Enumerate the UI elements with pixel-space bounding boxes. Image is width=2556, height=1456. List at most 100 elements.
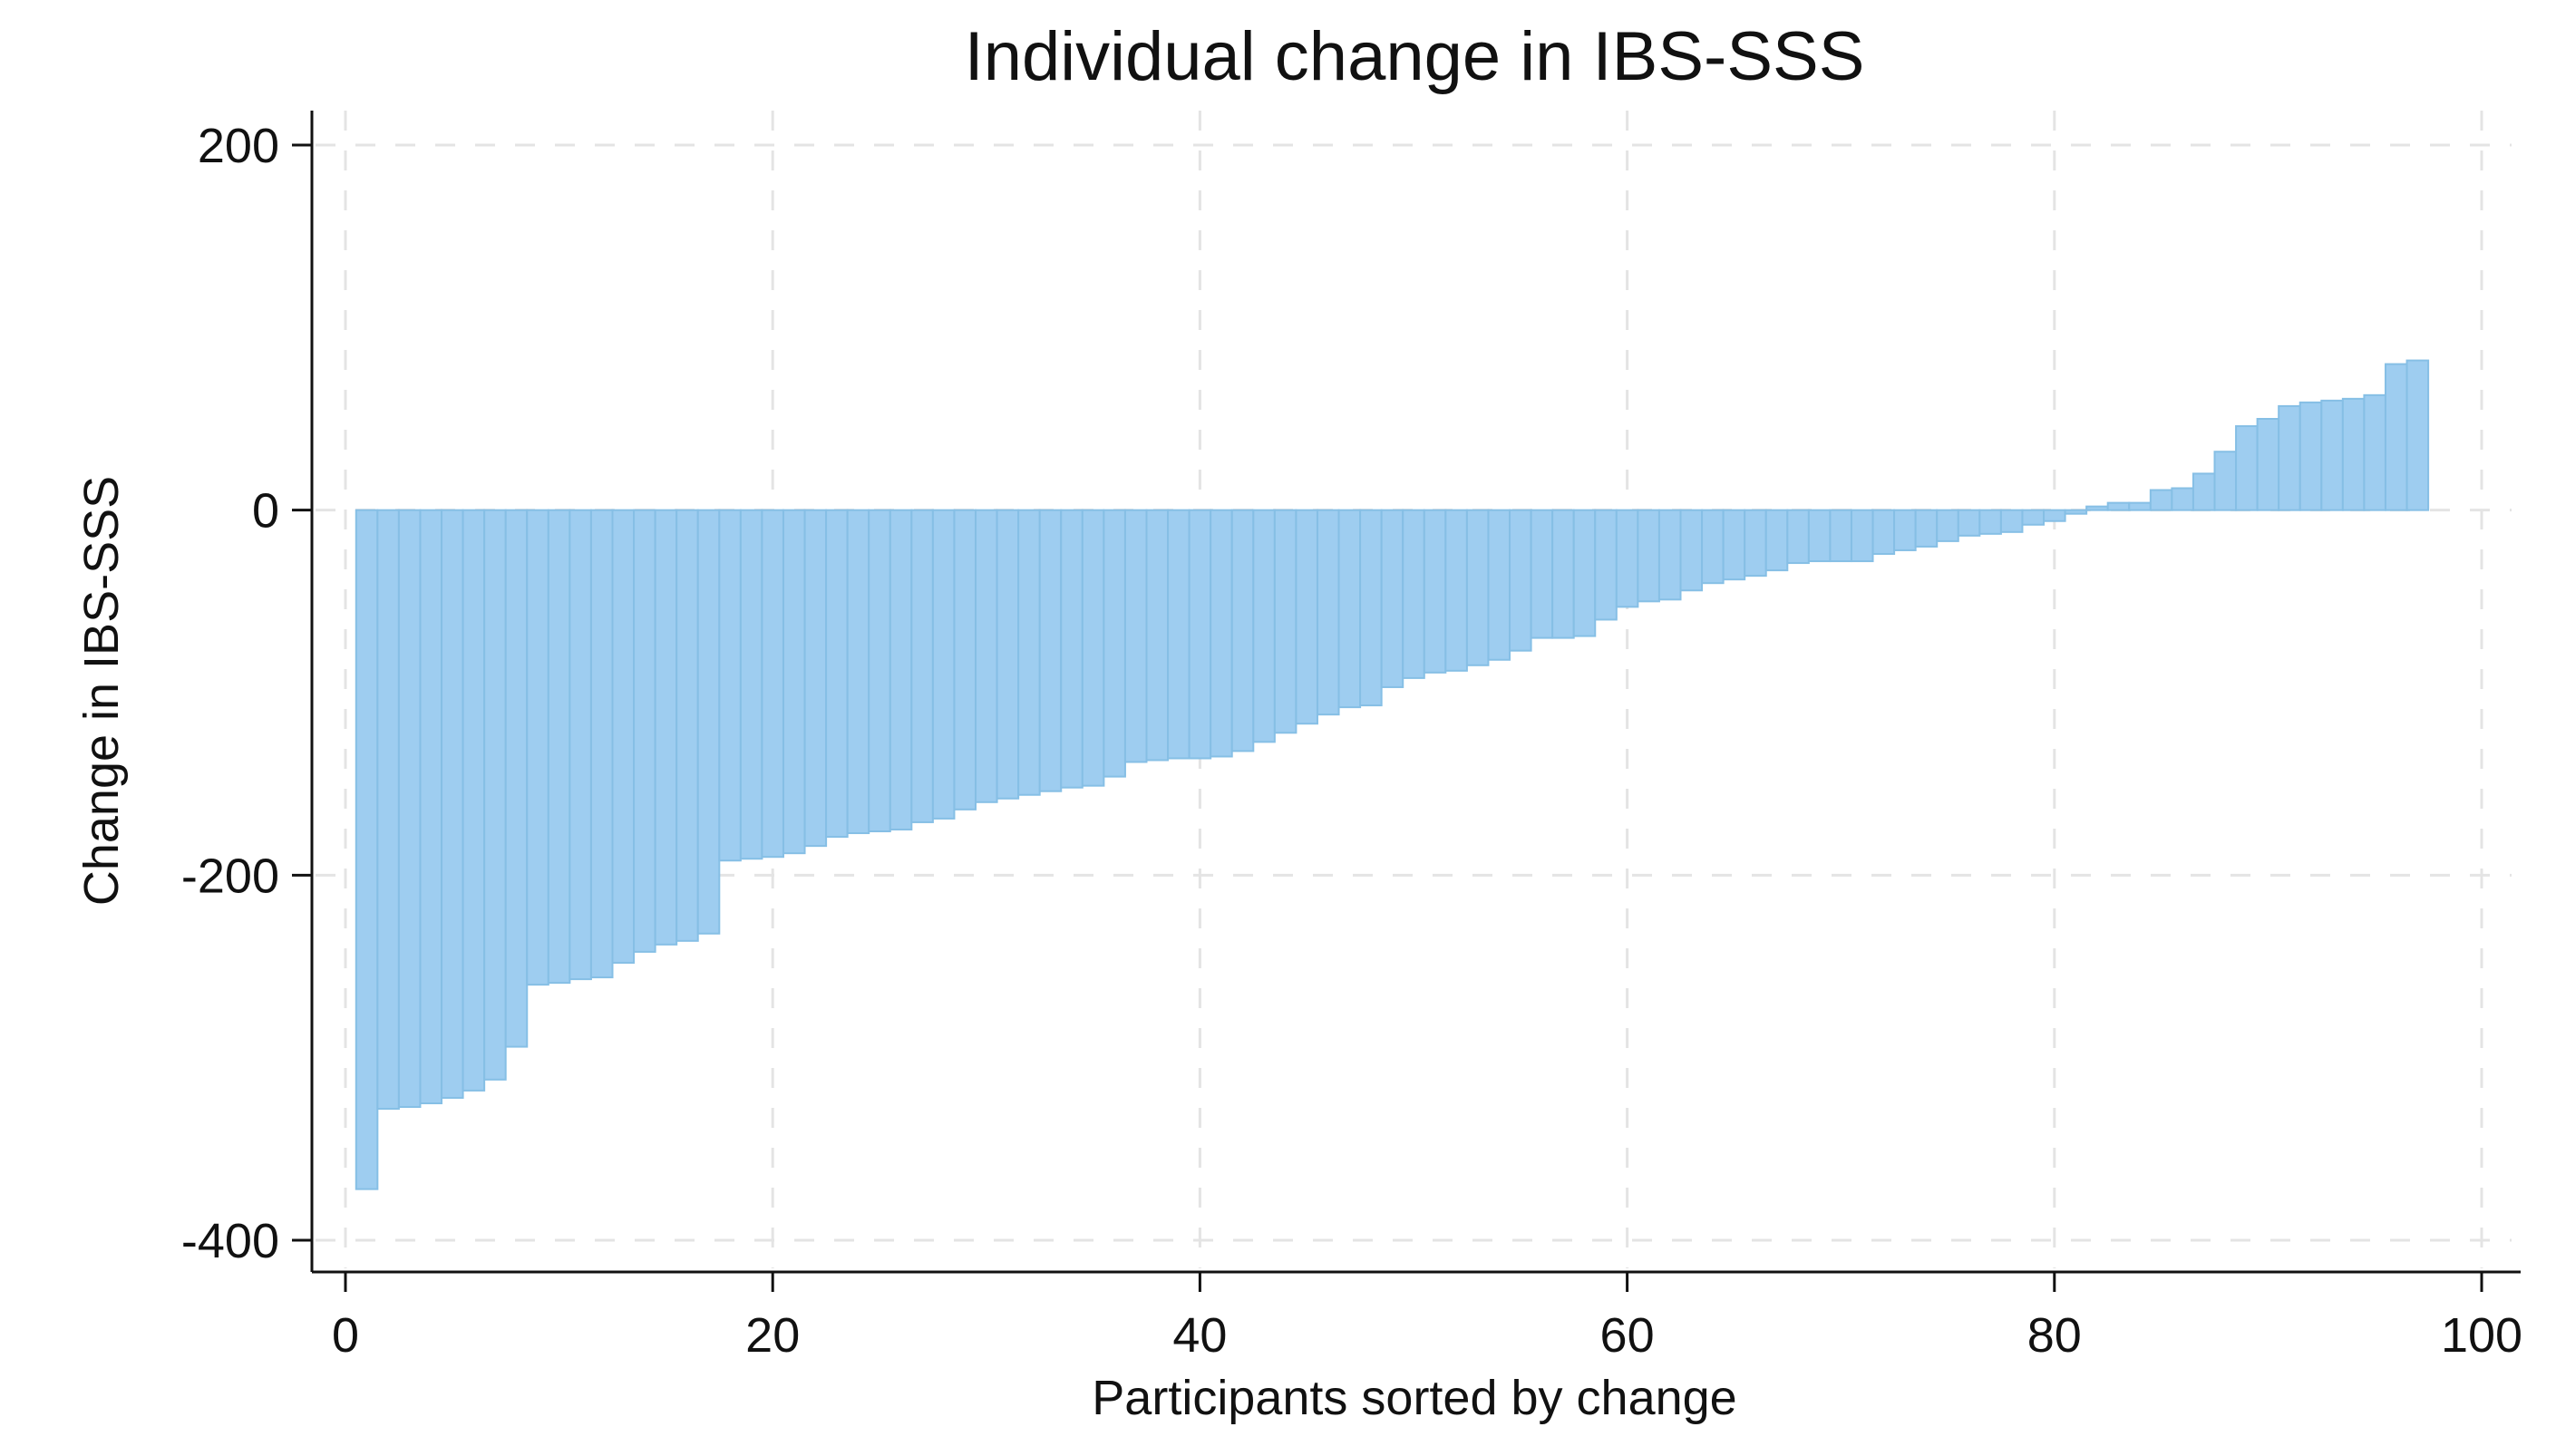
bar: [889, 509, 913, 831]
bar: [1957, 509, 1981, 537]
bar: [1936, 509, 1959, 542]
bar: [2341, 397, 2366, 511]
bar: [696, 509, 721, 935]
bar: [2298, 401, 2323, 511]
bar: [1295, 509, 1318, 725]
bar: [2320, 399, 2344, 511]
x-tick-label: 40: [1172, 1308, 1227, 1363]
bar: [1123, 509, 1148, 763]
bar: [761, 509, 784, 859]
x-tick-label: 100: [2441, 1308, 2522, 1363]
y-tick-label: -200: [181, 849, 279, 903]
bar: [718, 509, 742, 862]
bar: [611, 509, 636, 964]
bar: [2171, 487, 2194, 511]
bar: [1701, 509, 1725, 585]
bar: [569, 509, 592, 981]
bar: [1807, 509, 1832, 563]
bar: [2064, 509, 2088, 515]
bar: [846, 509, 870, 835]
y-tick-label: -400: [181, 1214, 279, 1268]
bar: [1402, 509, 1425, 679]
bar: [1252, 509, 1276, 743]
bar: [2149, 489, 2173, 511]
bar: [1914, 509, 1939, 548]
bar: [675, 509, 699, 942]
x-tick-label: 60: [1600, 1308, 1655, 1363]
bar: [483, 509, 507, 1081]
bar: [2106, 501, 2131, 511]
bar: [1637, 509, 1660, 603]
bar: [868, 509, 891, 833]
bar: [1188, 509, 1212, 760]
bar: [1230, 509, 1255, 752]
bar: [739, 509, 763, 860]
bar: [419, 509, 443, 1104]
bar: [1744, 509, 1767, 578]
bars: [355, 359, 2430, 1190]
bar: [996, 509, 1020, 800]
chart-title: Individual change in IBS-SSS: [965, 18, 1865, 95]
bar: [1764, 509, 1789, 572]
bar: [1551, 509, 1575, 639]
bar: [1103, 509, 1126, 778]
bar: [1487, 509, 1511, 661]
bar: [1978, 509, 2002, 535]
bar: [504, 509, 529, 1048]
bar: [953, 509, 977, 811]
y-axis-label: Change in IBS-SSS: [74, 476, 129, 906]
bar: [782, 509, 806, 855]
bar: [1380, 509, 1404, 688]
bar: [1167, 509, 1191, 760]
bar: [1017, 509, 1041, 796]
x-tick-label: 80: [2027, 1308, 2082, 1363]
bar: [1893, 509, 1917, 551]
bar: [1594, 509, 1618, 621]
bar: [654, 509, 678, 946]
bar: [1423, 509, 1447, 674]
bar: [526, 509, 549, 986]
x-tick-label: 0: [332, 1308, 359, 1363]
y-tick-label: 0: [252, 484, 279, 539]
bar: [2128, 501, 2152, 511]
bar: [1657, 509, 1682, 601]
bar: [1145, 509, 1170, 762]
bar: [397, 509, 422, 1109]
bar: [2278, 404, 2301, 511]
axis-ticks: 200 0 -200 -400 0 20 40 60 80 100: [181, 119, 2522, 1363]
bar: [1359, 509, 1383, 707]
bar: [462, 509, 486, 1092]
bar: [2192, 472, 2216, 511]
bar: [2363, 393, 2386, 511]
x-axis-label: Participants sorted by change: [1092, 1371, 1736, 1425]
bar: [547, 509, 571, 985]
bar: [1722, 509, 1746, 581]
bar: [910, 509, 934, 823]
bar: [975, 509, 998, 803]
bar: [1060, 509, 1084, 789]
bar: [1316, 509, 1340, 716]
bar: [1530, 509, 1554, 639]
bar: [1615, 509, 1639, 608]
bar: [825, 509, 849, 839]
bar: [589, 509, 614, 979]
bar: [931, 509, 956, 820]
bar: [633, 509, 656, 953]
y-tick-label: 200: [198, 119, 279, 173]
bar: [2235, 425, 2259, 511]
bar: [1210, 509, 1233, 758]
bar: [441, 509, 464, 1099]
bar: [2384, 363, 2408, 511]
bar: [1850, 509, 1874, 563]
bar: [1509, 509, 1532, 652]
bar: [1038, 509, 1063, 792]
bar: [1871, 509, 1896, 555]
bar: [1337, 509, 1362, 709]
bar: [1999, 509, 2024, 533]
bar: [1572, 509, 1597, 637]
bar: [355, 509, 379, 1190]
bar: [1444, 509, 1468, 672]
bar: [2405, 359, 2430, 511]
bar: [1081, 509, 1105, 787]
